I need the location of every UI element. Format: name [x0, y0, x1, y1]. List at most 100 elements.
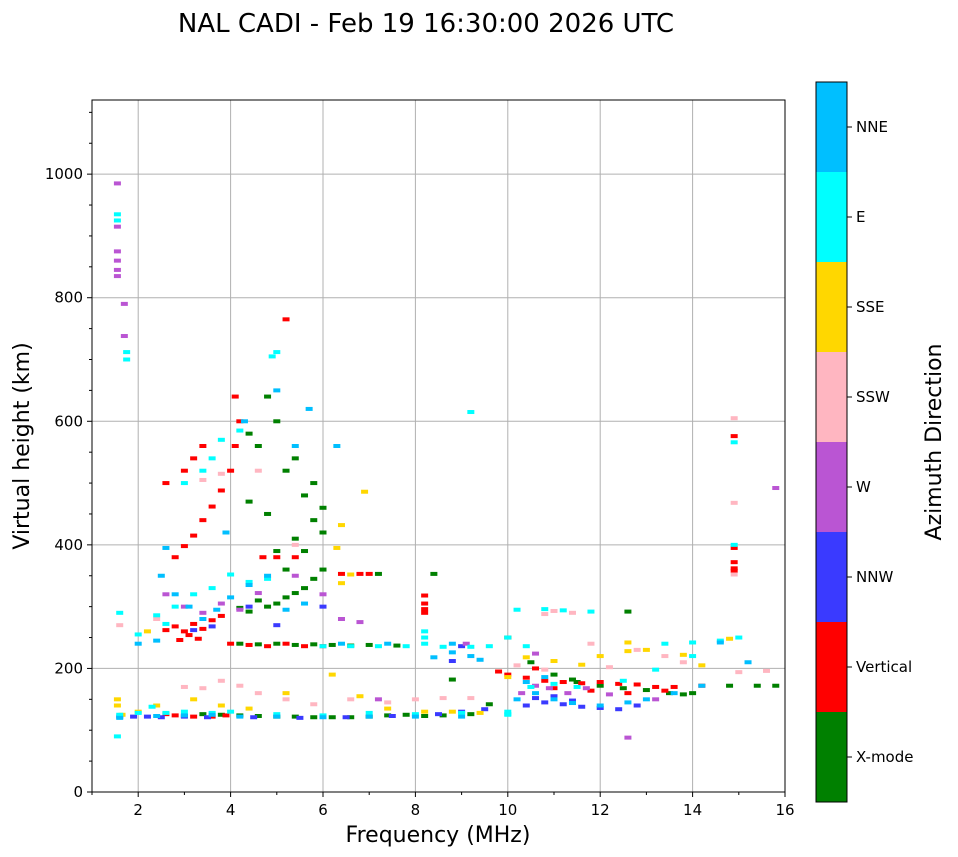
data-point-x-mode-22 [365, 642, 373, 647]
data-point-sse-24 [596, 654, 604, 659]
data-point-nnw-8 [342, 715, 350, 720]
colorbar-swatch-sse [816, 262, 847, 352]
data-point-ssw-26 [730, 572, 738, 577]
data-point-sse-11 [356, 694, 364, 699]
data-point-x-mode-0 [199, 712, 207, 717]
data-point-nne-40 [240, 419, 248, 424]
data-point-ssw-8 [310, 702, 318, 707]
data-point-nne-2 [180, 713, 188, 718]
data-point-ssw-20 [661, 654, 669, 659]
data-point-vertical-67 [730, 566, 738, 571]
data-point-x-mode-28 [291, 591, 299, 596]
data-point-e-37 [374, 644, 382, 649]
data-point-x-mode-40 [301, 493, 309, 498]
data-point-w-1 [113, 224, 121, 229]
y-axis-label: Virtual height (km) [10, 342, 35, 549]
data-point-vertical-46 [421, 610, 429, 615]
data-point-vertical-16 [227, 641, 235, 646]
data-point-nnw-17 [596, 705, 604, 710]
data-point-x-mode-59 [596, 683, 604, 688]
data-point-ssw-15 [541, 667, 549, 672]
data-point-e-46 [504, 712, 512, 717]
data-point-nne-28 [532, 691, 540, 696]
x-axis-label: Frequency (MHz) [346, 823, 531, 848]
data-point-w-2 [113, 249, 121, 254]
data-point-vertical-39 [291, 555, 299, 560]
y-tick-label-4: 800 [54, 289, 83, 307]
data-point-w-0 [113, 181, 121, 186]
colorbar-swatch-ssw [816, 352, 847, 442]
data-point-x-mode-1 [217, 712, 225, 717]
data-point-nnw-22 [568, 698, 576, 703]
data-point-vertical-64 [730, 434, 738, 439]
data-point-sse-13 [421, 709, 429, 714]
data-point-ssw-23 [763, 668, 771, 673]
data-point-nne-13 [199, 617, 207, 621]
data-point-e-14 [113, 212, 121, 217]
data-point-x-mode-10 [384, 713, 392, 718]
data-point-nne-33 [642, 697, 650, 702]
data-point-nne-11 [171, 592, 179, 597]
data-point-vertical-9 [190, 621, 198, 626]
data-point-e-32 [208, 456, 216, 461]
data-point-e-60 [587, 609, 595, 614]
data-point-x-mode-13 [439, 713, 447, 718]
data-point-vertical-12 [217, 613, 225, 618]
data-point-ssw-24 [730, 416, 738, 421]
data-point-x-mode-43 [319, 530, 327, 535]
data-point-sse-5 [153, 703, 161, 708]
data-point-e-55 [730, 440, 738, 445]
data-point-x-mode-26 [273, 601, 281, 606]
data-point-vertical-3 [190, 714, 198, 719]
chart-title: NAL CADI - Feb 19 16:30:00 2026 UTC [178, 9, 674, 39]
series-x-mode [199, 394, 780, 720]
data-point-x-mode-49 [264, 511, 272, 516]
data-point-e-62 [504, 635, 512, 640]
data-point-nnw-28 [458, 644, 466, 649]
data-point-sse-29 [726, 636, 734, 641]
data-point-x-mode-46 [291, 536, 299, 541]
data-point-vertical-32 [190, 456, 198, 461]
data-point-vertical-43 [421, 593, 429, 598]
data-point-e-8 [273, 712, 281, 717]
data-point-vertical-65 [730, 545, 738, 550]
data-point-sse-25 [624, 640, 632, 645]
data-point-sse-7 [217, 703, 225, 708]
data-point-x-mode-7 [328, 715, 336, 720]
data-point-e-11 [411, 712, 419, 717]
data-point-w-14 [291, 573, 299, 578]
data-point-x-mode-47 [282, 567, 290, 572]
data-point-nne-3 [208, 712, 216, 717]
data-point-sse-22 [550, 659, 558, 664]
data-point-nne-5 [273, 714, 281, 719]
data-point-e-48 [550, 681, 558, 686]
data-point-x-mode-64 [726, 683, 734, 688]
data-point-sse-9 [282, 691, 290, 696]
data-point-nne-29 [550, 697, 558, 702]
data-point-ssw-2 [180, 684, 188, 689]
data-point-e-34 [180, 481, 188, 486]
data-point-ssw-31 [550, 608, 558, 613]
data-point-w-22 [564, 691, 572, 696]
data-point-e-41 [421, 641, 429, 646]
data-point-nne-25 [476, 657, 484, 662]
data-point-x-mode-52 [430, 571, 438, 576]
data-point-e-65 [689, 640, 697, 645]
data-point-vertical-40 [337, 571, 345, 576]
data-point-w-17 [356, 620, 364, 625]
data-point-vertical-68 [730, 568, 738, 573]
data-point-w-12 [236, 607, 244, 612]
data-point-e-63 [522, 644, 530, 649]
data-point-nne-18 [282, 607, 290, 612]
data-point-e-23 [264, 576, 272, 581]
data-point-ssw-6 [254, 691, 262, 696]
data-point-nnw-7 [296, 715, 304, 720]
data-point-ssw-32 [541, 612, 549, 617]
data-point-vertical-34 [162, 481, 170, 486]
data-point-e-61 [541, 607, 549, 612]
data-point-nne-36 [716, 640, 724, 645]
data-point-nne-34 [670, 691, 678, 696]
data-point-vertical-62 [624, 691, 632, 696]
data-point-w-9 [180, 604, 188, 609]
data-point-e-5 [180, 709, 188, 714]
